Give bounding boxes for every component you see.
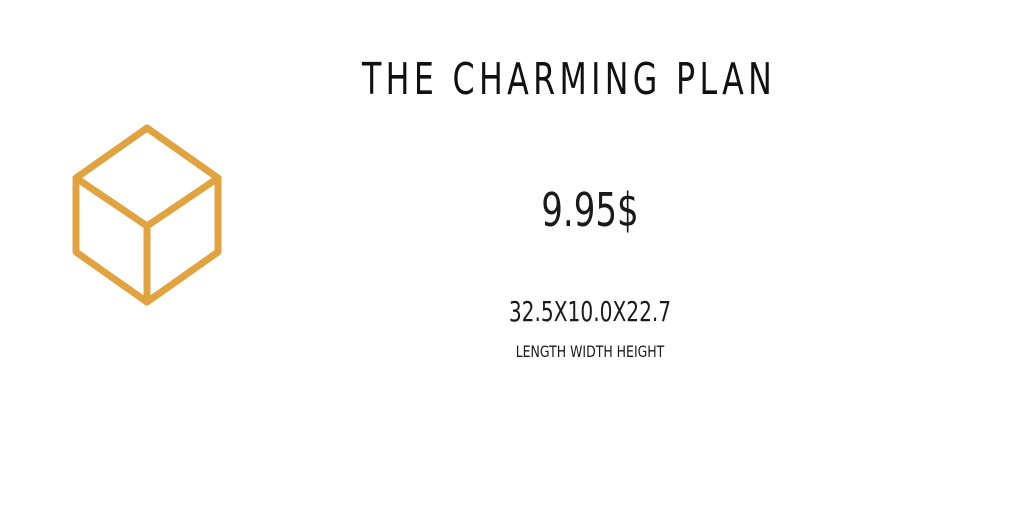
dimensions-caption: LENGTH WIDTH HEIGHT <box>515 342 665 361</box>
cube-icon <box>72 124 222 306</box>
plan-price: 9.95$ <box>541 183 639 237</box>
plan-title: THE CHARMING PLAN <box>362 54 777 105</box>
plan-dimensions: 32.5X10.0X22.7 <box>508 295 672 328</box>
